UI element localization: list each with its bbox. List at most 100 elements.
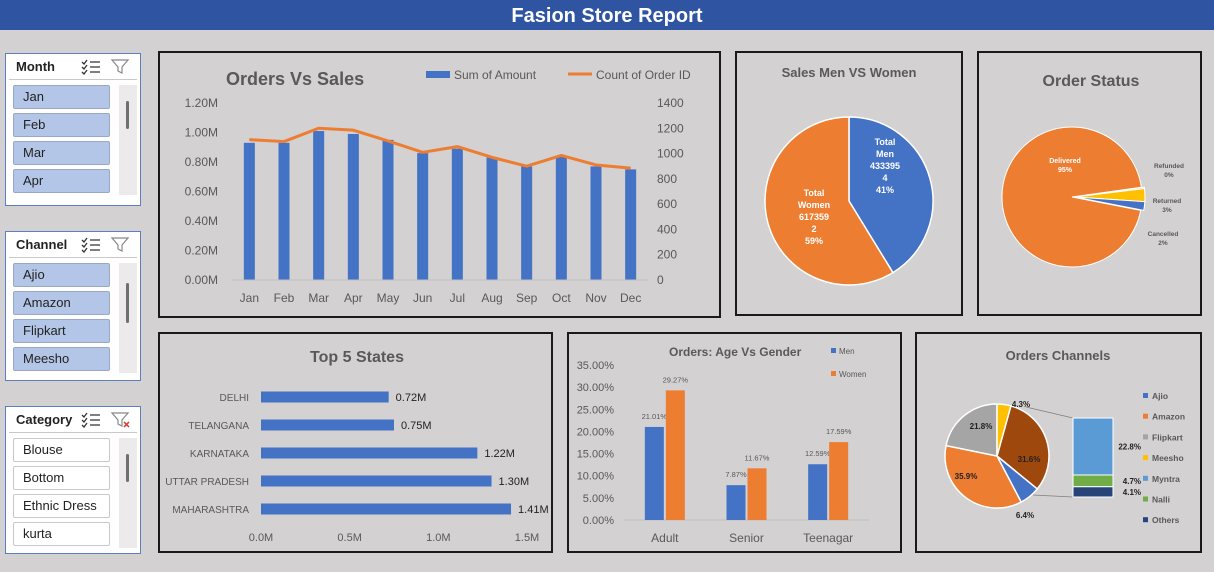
data-label: 0.75M (401, 420, 432, 432)
legend-label-meesho: Meesho (1152, 453, 1184, 463)
slice-data-label: Total (804, 188, 825, 198)
channel-slicer-title: Channel (16, 237, 68, 252)
legend-swatch-others (1143, 517, 1148, 523)
connector-line-top (1025, 406, 1074, 419)
slice-value-returned: 3% (1162, 207, 1172, 214)
slice-total-men (848, 116, 934, 274)
slice-meesho (996, 403, 1012, 457)
y2-tick-label: 200 (657, 248, 677, 262)
chart-title: Orders: Age Vs Gender (669, 345, 802, 359)
data-label: 21.01% (642, 412, 668, 421)
bar-uttar-pradesh (261, 475, 492, 487)
chart-title: Orders Channels (1006, 348, 1111, 363)
slicer-item-mar[interactable]: Mar (13, 141, 110, 165)
data-label: 0.72M (396, 392, 427, 404)
x-tick-label: Jul (450, 291, 465, 305)
multi-select-icon[interactable] (81, 237, 101, 253)
data-label: 12.59% (805, 449, 831, 458)
clear-filter-icon[interactable] (111, 411, 131, 428)
legend-label-flipkart: Flipkart (1152, 432, 1183, 442)
x-tick-label: Jun (413, 291, 432, 305)
category-scrollbar[interactable] (119, 438, 137, 548)
slicer-item-kurta[interactable]: kurta (13, 522, 110, 546)
x-tick-label: 0.5M (337, 532, 361, 544)
bar-women-teenagar (829, 442, 849, 520)
x-tick-label: 1.5M (515, 532, 539, 544)
slice-amazon (944, 444, 1023, 509)
slicer-item-blouse[interactable]: Blouse (13, 438, 110, 462)
x-tick-label: May (377, 291, 400, 305)
y2-tick-label: 1000 (657, 147, 684, 161)
legend-swatch-flipkart (1143, 434, 1148, 440)
y-tick-label: 0.20M (185, 244, 218, 258)
bar-men-adult (644, 426, 664, 520)
bar-women-adult (665, 390, 685, 520)
slice-data-label: 31.6% (1018, 455, 1041, 464)
order-status-chart: Order Status Delivered 95% Refunded 0% Return… (1001, 73, 1184, 268)
multi-select-icon[interactable] (81, 59, 101, 75)
y-tick-label: 5.00% (583, 493, 614, 505)
data-label: 1.22M (484, 448, 515, 460)
clear-filter-icon[interactable] (111, 58, 131, 75)
slicer-item-ajio[interactable]: Ajio (13, 263, 110, 287)
y-tick-label: 0.40M (185, 214, 218, 228)
slicer-item-apr[interactable]: Apr (13, 169, 110, 193)
legend-label-men: Men (839, 347, 855, 356)
y-tick-label: 0.00M (185, 273, 218, 287)
y-tick-label: 35.00% (577, 360, 615, 372)
slicer-item-flipkart[interactable]: Flipkart (13, 319, 110, 343)
slicer-item-bottom[interactable]: Bottom (13, 466, 110, 490)
month-scrollbar[interactable] (119, 85, 137, 195)
slice-data-label: 617359 (799, 212, 829, 222)
slicer-item-feb[interactable]: Feb (13, 113, 110, 137)
category-label: UTTAR PRADESH (165, 477, 249, 488)
slicer-header: Month (9, 54, 137, 80)
bar-feb (278, 142, 290, 280)
slice-data-label: 41% (876, 185, 894, 195)
category-label: DELHI (220, 393, 249, 404)
orders-channels-panel: Orders Channels 6.4% 35.9% 21.8% 4.3% 31.6% 22… (915, 332, 1202, 553)
slice-value-refunded: 0% (1164, 172, 1174, 179)
slicer-item-meesho[interactable]: Meesho (13, 347, 110, 371)
top-states-chart: Top 5 States DELHI 0.72M TELANGANA 0.75M KARN… (165, 349, 549, 544)
channel-scrollbar[interactable] (119, 263, 137, 373)
legend-label-amazon: Amazon (1152, 412, 1185, 422)
x-tick-label: Nov (585, 291, 606, 305)
clear-filter-icon[interactable] (111, 236, 131, 253)
channel-slicer: Channel Ajio Amazon Flipkart Meesho (5, 231, 141, 381)
slice-data-label: 2 (811, 224, 816, 234)
bar-maharashtra (261, 503, 512, 515)
y-tick-label: 0.80M (185, 155, 218, 169)
top-states-panel: Top 5 States DELHI 0.72M TELANGANA 0.75M KARN… (158, 332, 553, 553)
legend-label-others: Others (1152, 515, 1180, 525)
y-tick-label: 10.00% (577, 471, 615, 483)
x-tick-label: Sep (516, 291, 538, 305)
orders-vs-sales-panel: Orders Vs Sales Sum of Amount Count of Ord… (158, 51, 721, 318)
legend-label-ajio: Ajio (1152, 391, 1168, 401)
legend-swatch-men (831, 348, 836, 353)
slice-data-label: Men (876, 149, 894, 159)
slicer-item-jan[interactable]: Jan (13, 85, 110, 109)
data-label: 1.41M (518, 504, 549, 516)
y2-tick-label: 1400 (657, 96, 684, 110)
slice-data-label: 35.9% (955, 472, 978, 481)
slice-cancelled (1074, 196, 1146, 211)
sales-men-women-chart: Sales Men VS Women Total Men 433395 4 41% Tota… (764, 65, 934, 286)
x-tick-label: Adult (651, 531, 679, 545)
bar-women-senior (747, 468, 767, 520)
stack-data-label: 4.1% (1123, 488, 1141, 497)
slice-data-label: 4.3% (1012, 400, 1030, 409)
x-tick-label: 0.0M (249, 532, 273, 544)
x-tick-label: Dec (620, 291, 641, 305)
legend-swatch-meesho (1143, 455, 1148, 461)
category-label: MAHARASHTRA (172, 505, 249, 516)
multi-select-icon[interactable] (81, 412, 101, 428)
slice-data-label: 59% (805, 236, 823, 246)
bar-delhi (261, 391, 389, 403)
bar-telangana (261, 419, 394, 431)
stack-data-label: 22.8% (1118, 443, 1141, 452)
data-label: 1.30M (499, 476, 530, 488)
data-label: 7.87% (725, 470, 747, 479)
slicer-item-amazon[interactable]: Amazon (13, 291, 110, 315)
slicer-item-ethnic-dress[interactable]: Ethnic Dress (13, 494, 110, 518)
